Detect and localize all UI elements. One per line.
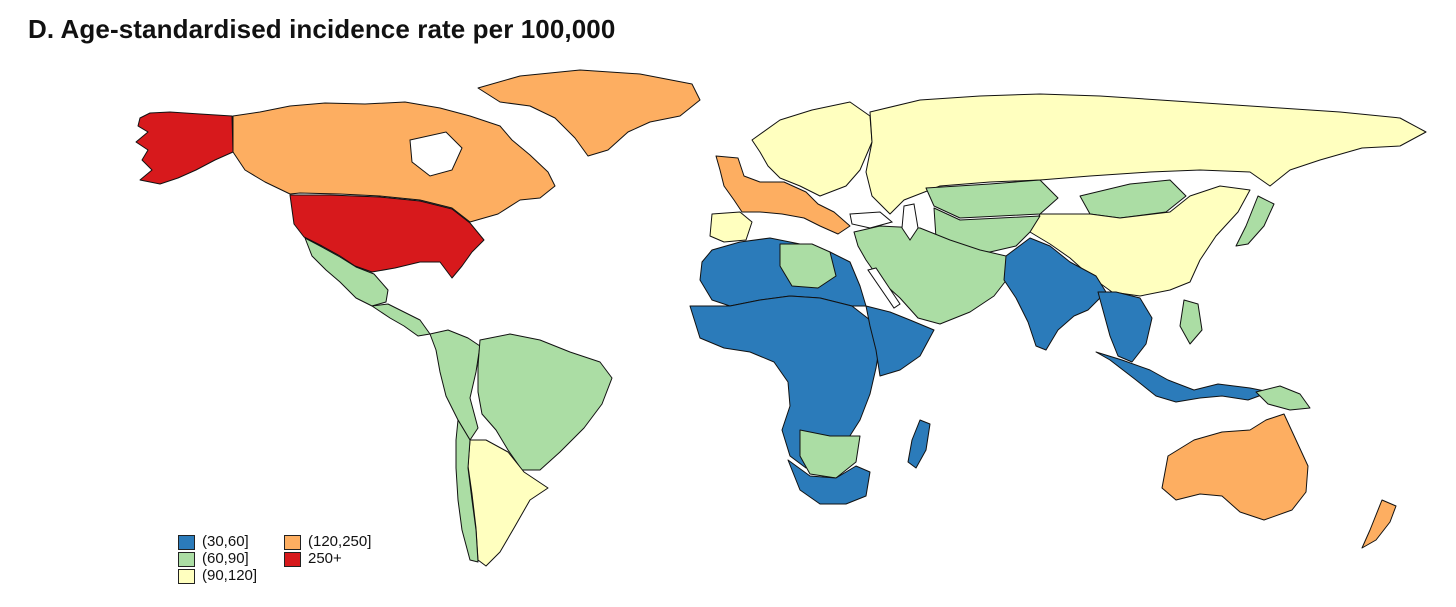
region-australia: [1161, 413, 1309, 521]
legend-label: (90,120]: [202, 567, 258, 584]
region-chile: [455, 419, 479, 563]
region-central-america: [371, 303, 431, 337]
legend-label: 250+: [308, 550, 342, 567]
region-china: [1029, 185, 1251, 297]
legend-label: (60,90]: [202, 550, 249, 567]
water-black-sea: [849, 211, 894, 229]
region-southern-africa-inner: [799, 429, 861, 479]
region-greenland: [477, 69, 701, 157]
region-horn-of-africa: [865, 305, 935, 377]
region-brazil: [477, 333, 613, 471]
legend-item-60-90: (60,90]: [178, 551, 249, 567]
water-red-sea-gulf: [867, 267, 901, 309]
region-alaska: [135, 111, 234, 185]
region-russia: [865, 93, 1427, 215]
region-png: [1255, 385, 1311, 411]
region-northern-europe: [751, 101, 873, 197]
region-india: [1003, 237, 1107, 351]
region-iberia: [709, 211, 753, 243]
region-philippines: [1179, 299, 1203, 345]
region-canada: [232, 101, 556, 223]
region-southeast-asia: [1097, 291, 1153, 363]
region-andes: [429, 329, 481, 441]
region-western-europe: [715, 155, 851, 235]
region-libya: [779, 243, 837, 289]
water-caspian-sea: [901, 203, 919, 241]
region-usa: [289, 194, 485, 279]
region-mexico: [304, 237, 389, 307]
region-new-zealand: [1361, 499, 1397, 549]
legend-swatch: [284, 534, 301, 550]
legend-swatch: [178, 568, 195, 584]
water-hudson-bay: [409, 131, 463, 177]
legend-item-30-60: (30,60]: [178, 534, 249, 550]
region-madagascar: [907, 419, 931, 469]
legend-item-250-plus: 250+: [284, 551, 342, 567]
legend-label: (30,60]: [202, 533, 249, 550]
legend-swatch: [284, 551, 301, 567]
map-title: D. Age-standardised incidence rate per 1…: [28, 14, 616, 44]
legend-swatch: [178, 534, 195, 550]
region-south-africa: [787, 459, 871, 505]
legend-label: (120,250]: [308, 533, 372, 550]
region-indonesia: [1095, 351, 1271, 403]
region-japan: [1235, 195, 1275, 247]
legend-item-120-250: (120,250]: [284, 534, 371, 550]
legend: (30,60] (60,90] (90,120] (120,250] 250+: [178, 534, 418, 600]
legend-item-90-120: (90,120]: [178, 568, 257, 584]
region-argentina: [467, 439, 549, 567]
legend-swatch: [178, 551, 195, 567]
